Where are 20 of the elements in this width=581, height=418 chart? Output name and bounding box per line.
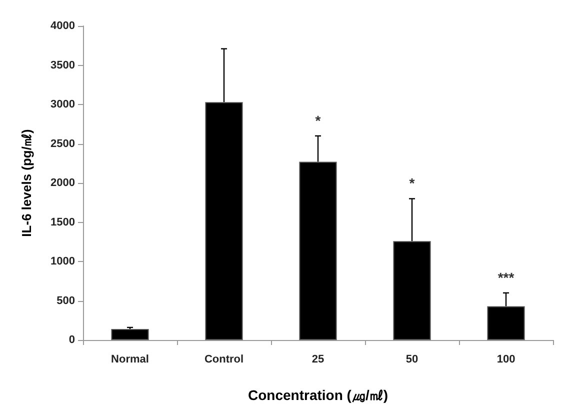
y-tick-label: 1500 — [50, 216, 75, 228]
x-tick-label: 25 — [312, 354, 324, 366]
y-tick-label: 3500 — [50, 59, 75, 72]
y-tick-label: 2000 — [50, 177, 75, 189]
y-tick-label: 4000 — [50, 20, 75, 32]
annotation: *** — [498, 269, 515, 286]
annotation: * — [409, 175, 416, 192]
annotation: * — [315, 112, 322, 128]
x-axis-title: Concentration (㎍/㎖) — [248, 387, 388, 403]
y-tick-label: 2500 — [50, 138, 75, 150]
x-tick-label: Control — [204, 354, 244, 366]
bar — [111, 329, 149, 340]
y-tick-label: 500 — [56, 294, 75, 307]
y-tick-label: 0 — [68, 334, 75, 346]
y-tick-label: 1000 — [50, 256, 75, 268]
y-axis-title: IL-6 levels (pg/㎖) — [19, 129, 34, 237]
y-tick-label: 3000 — [50, 98, 75, 110]
x-tick-label: Normal — [111, 354, 149, 366]
x-tick-label: 100 — [496, 354, 516, 366]
x-tick-label: 50 — [406, 354, 418, 366]
